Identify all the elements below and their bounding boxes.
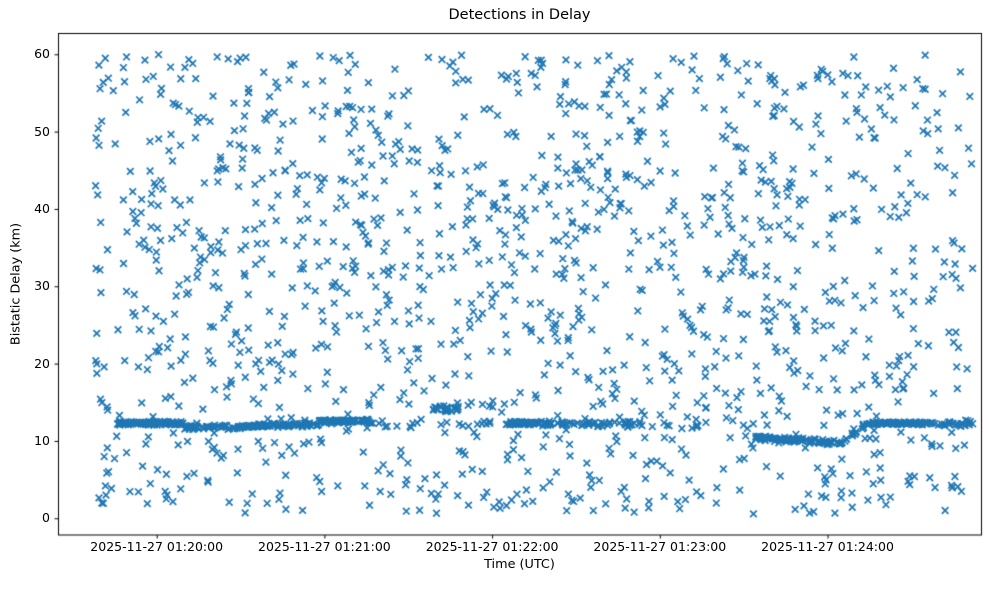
x-tick-label: 2025-11-27 01:21:00 [257,539,391,554]
x-tick-label: 2025-11-27 01:20:00 [90,539,224,554]
x-tick-label: 2025-11-27 01:24:00 [761,539,894,554]
y-tick-label: 30 [34,278,50,294]
y-tick-label: 0 [42,510,50,526]
y-tick-label: 10 [34,432,50,448]
x-axis-label: Time (UTC) [484,557,555,572]
y-tick-label: 60 [34,46,50,62]
y-tick-label: 20 [34,355,50,371]
x-tick-label: 2025-11-27 01:22:00 [425,539,559,554]
chart-title: Detections in Delay [448,7,591,23]
y-tick-label: 40 [34,200,50,216]
y-tick-label: 50 [34,123,50,139]
x-tick-label: 2025-11-27 01:23:00 [593,539,727,554]
